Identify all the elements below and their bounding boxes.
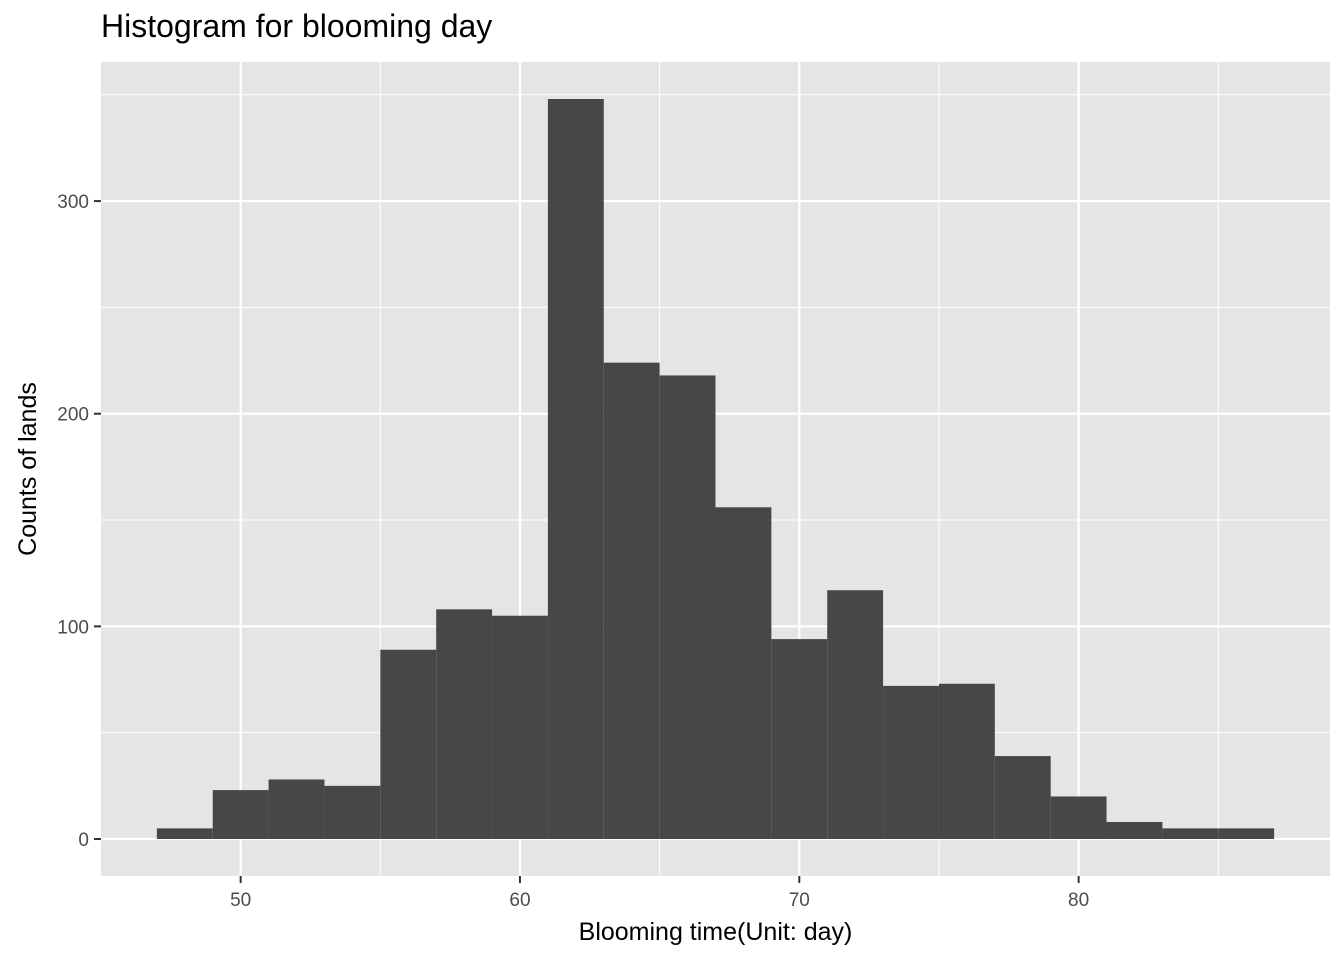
histogram-bar [994, 756, 1051, 839]
histogram-bar [715, 507, 772, 839]
y-axis-title: Counts of lands [14, 382, 42, 556]
x-tick-label: 70 [789, 890, 810, 911]
histogram-bar [659, 375, 716, 839]
y-axis: 0 100 200 300 [57, 192, 101, 851]
histogram-bar [436, 609, 493, 839]
x-tick-label: 80 [1068, 890, 1089, 911]
y-tick-label: 200 [57, 405, 89, 426]
histogram-bar [1162, 828, 1219, 839]
histogram-bar [771, 639, 828, 839]
histogram-bar [827, 590, 884, 839]
histogram-bar [1050, 796, 1107, 839]
histogram-bar [380, 649, 437, 839]
histogram-bar [547, 99, 604, 839]
chart-title: Histogram for blooming day [101, 8, 493, 44]
y-tick-label: 0 [78, 830, 89, 851]
histogram-bar [324, 785, 381, 839]
histogram-bars [156, 99, 1275, 839]
histogram-bar [1218, 828, 1275, 839]
y-tick-label: 300 [57, 192, 89, 213]
histogram-bar [156, 828, 213, 839]
y-tick-label: 100 [57, 617, 89, 638]
x-tick-label: 50 [230, 890, 251, 911]
histogram-bar [212, 790, 269, 839]
minor-gridlines [101, 62, 1330, 876]
histogram-bar [492, 615, 548, 839]
histogram-bar [1106, 821, 1163, 839]
x-axis-title: Blooming time(Unit: day) [579, 918, 853, 946]
histogram-bar [883, 685, 939, 839]
x-axis: 50 60 70 80 [230, 876, 1089, 911]
histogram-bar [938, 683, 995, 839]
histogram-bar [268, 779, 325, 839]
histogram-bar [603, 362, 660, 839]
x-tick-label: 60 [509, 890, 530, 911]
